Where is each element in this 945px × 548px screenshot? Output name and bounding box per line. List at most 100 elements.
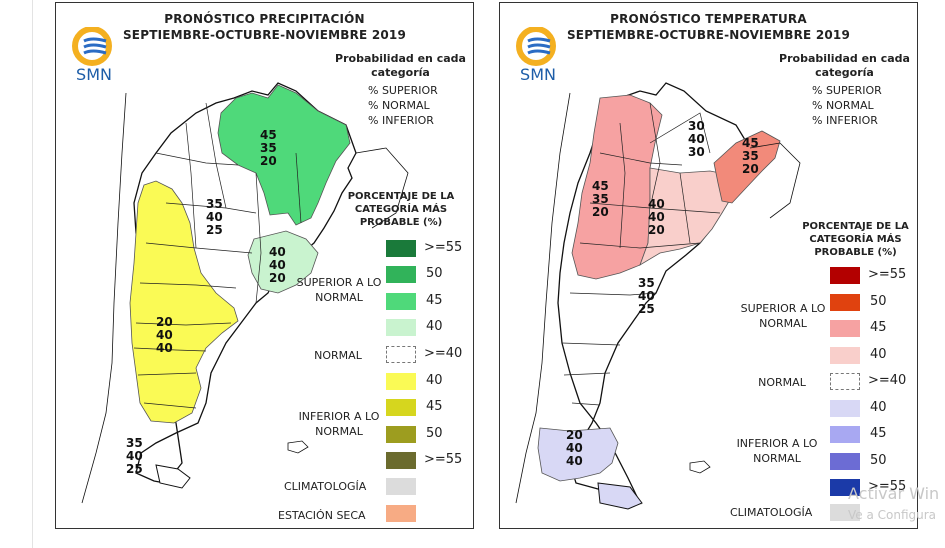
legend-label-sup-50: 50 [426, 266, 443, 281]
legend-label-inf-55: >=55 [868, 479, 907, 494]
temp-title-line1: PRONÓSTICO TEMPERATURA [610, 12, 807, 26]
value-inferior: 20 [260, 154, 277, 168]
legend-swatch-inf-45 [830, 426, 860, 443]
pct-heading: PORCENTAJE DE LA CATEGORÍA MÁS PROBABLE … [802, 221, 909, 258]
temp-region-nw-values: 45 35 20 [592, 180, 609, 219]
legend-label-normal: >=40 [424, 346, 463, 361]
value-inferior: 20 [269, 271, 286, 285]
prob-item-inferior: % INFERIOR [368, 114, 434, 127]
prob-item-normal: % NORMAL [812, 99, 874, 112]
climatologia-label: CLIMATOLOGÍA [284, 480, 367, 493]
value-normal: 40 [206, 210, 223, 224]
value-normal: 40 [688, 132, 705, 146]
page-divider [32, 0, 33, 548]
legend-swatch-inf-50 [830, 453, 860, 470]
value-superior: 20 [566, 428, 583, 442]
tierra-del-fuego [597, 482, 643, 510]
chile-coast [515, 92, 571, 504]
smn-logo-text: SMN [76, 65, 112, 84]
group-label-superior: SUPERIOR A LO NORMAL [740, 302, 826, 330]
prob-heading: Probabilidad en cada categoría [335, 52, 466, 79]
legend-swatch-sup-55 [386, 240, 416, 257]
legend-swatch-sup-40 [386, 319, 416, 336]
value-superior: 45 [742, 136, 759, 150]
uruguay-brazil-border [749, 142, 801, 219]
value-superior: 30 [688, 119, 705, 133]
precip-region-superior-ba [247, 230, 319, 294]
legend-label-inf-45: 45 [426, 399, 443, 414]
legend-swatch-sup-50 [386, 266, 416, 283]
legend-swatch-sup-45 [830, 320, 860, 337]
temp-region-superior-center [639, 167, 735, 266]
value-inferior: 40 [156, 341, 173, 355]
smn-logo-icon [72, 26, 112, 66]
temp-region-south-values: 20 40 40 [566, 429, 583, 468]
prob-item-superior: % SUPERIOR [812, 84, 882, 97]
temp-region-superior-ne [713, 130, 781, 204]
smn-logo-text: SMN [520, 65, 556, 84]
group-label-inferior: INFERIOR A LO NORMAL [736, 437, 818, 465]
temp-region-inferior-south [537, 427, 619, 482]
uruguay-brazil-border [355, 147, 409, 229]
value-normal: 35 [260, 141, 277, 155]
chile-coast [81, 92, 127, 504]
temp-region-center-values: 40 40 20 [648, 198, 665, 237]
climatologia-label: CLIMATOLOGÍA [730, 506, 813, 519]
value-superior: 20 [156, 315, 173, 329]
legend-swatch-inf-55 [830, 479, 860, 496]
precip-region-ba-values: 40 40 20 [269, 246, 286, 285]
group-label-superior: SUPERIOR A LO NORMAL [296, 276, 382, 304]
prob-item-superior: % SUPERIOR [368, 84, 438, 97]
precip-region-superior-ne [217, 84, 351, 226]
value-inferior: 20 [592, 205, 609, 219]
malvinas [287, 440, 309, 454]
temperature-forecast-panel: PRONÓSTICO TEMPERATURA SEPTIEMBRE-OCTUBR… [499, 2, 918, 529]
legend-swatch-sup-40 [830, 347, 860, 364]
value-superior: 40 [648, 197, 665, 211]
legend-swatch-inf-40 [830, 400, 860, 417]
precip-title-line2: SEPTIEMBRE-OCTUBRE-NOVIEMBRE 2019 [122, 28, 407, 42]
smn-logo: SMN [514, 26, 562, 87]
legend-label-sup-45: 45 [426, 293, 443, 308]
group-label-normal: NORMAL [758, 376, 806, 389]
estacion-seca-swatch [386, 505, 416, 522]
legend-swatch-inf-55 [386, 452, 416, 469]
climatologia-swatch [386, 478, 416, 495]
temp-region-superior-nw [571, 94, 663, 280]
precip-region-ne-values: 45 35 20 [260, 129, 277, 168]
legend-swatch-sup-55 [830, 267, 860, 284]
group-label-normal: NORMAL [314, 349, 362, 362]
legend-label-sup-40: 40 [426, 319, 443, 334]
legend-label-inf-50: 50 [426, 426, 443, 441]
value-inferior: 25 [206, 223, 223, 237]
malvinas [689, 460, 711, 474]
value-inferior: 25 [126, 462, 143, 476]
value-inferior: 20 [742, 162, 759, 176]
temp-region-ne-values: 45 35 20 [742, 137, 759, 176]
group-label-inferior: INFERIOR A LO NORMAL [298, 410, 380, 438]
tierra-del-fuego [155, 464, 191, 489]
prob-heading: Probabilidad en cada categoría [779, 52, 910, 79]
value-superior: 40 [269, 245, 286, 259]
legend-label-inf-50: 50 [870, 453, 887, 468]
climatologia-swatch [830, 504, 860, 521]
province-borders [561, 102, 721, 406]
legend-swatch-inf-45 [386, 399, 416, 416]
legend-label-sup-50: 50 [870, 294, 887, 309]
temp-region-north-values: 30 40 30 [688, 120, 705, 159]
legend-label-normal: >=40 [868, 373, 907, 388]
temp-region-cuyo-values: 35 40 25 [638, 277, 655, 316]
value-inferior: 40 [566, 454, 583, 468]
value-normal: 40 [638, 289, 655, 303]
value-superior: 35 [206, 197, 223, 211]
legend-label-inf-40: 40 [426, 373, 443, 388]
legend-label-sup-55: >=55 [424, 240, 463, 255]
precip-region-south-values: 35 40 25 [126, 437, 143, 476]
legend-label-inf-55: >=55 [424, 452, 463, 467]
prob-item-normal: % NORMAL [368, 99, 430, 112]
precipitation-forecast-panel: PRONÓSTICO PRECIPITACIÓN SEPTIEMBRE-OCTU… [55, 2, 474, 529]
legend-label-sup-55: >=55 [868, 267, 907, 282]
province-borders [133, 102, 302, 409]
legend-label-inf-40: 40 [870, 400, 887, 415]
legend-swatch-sup-45 [386, 293, 416, 310]
